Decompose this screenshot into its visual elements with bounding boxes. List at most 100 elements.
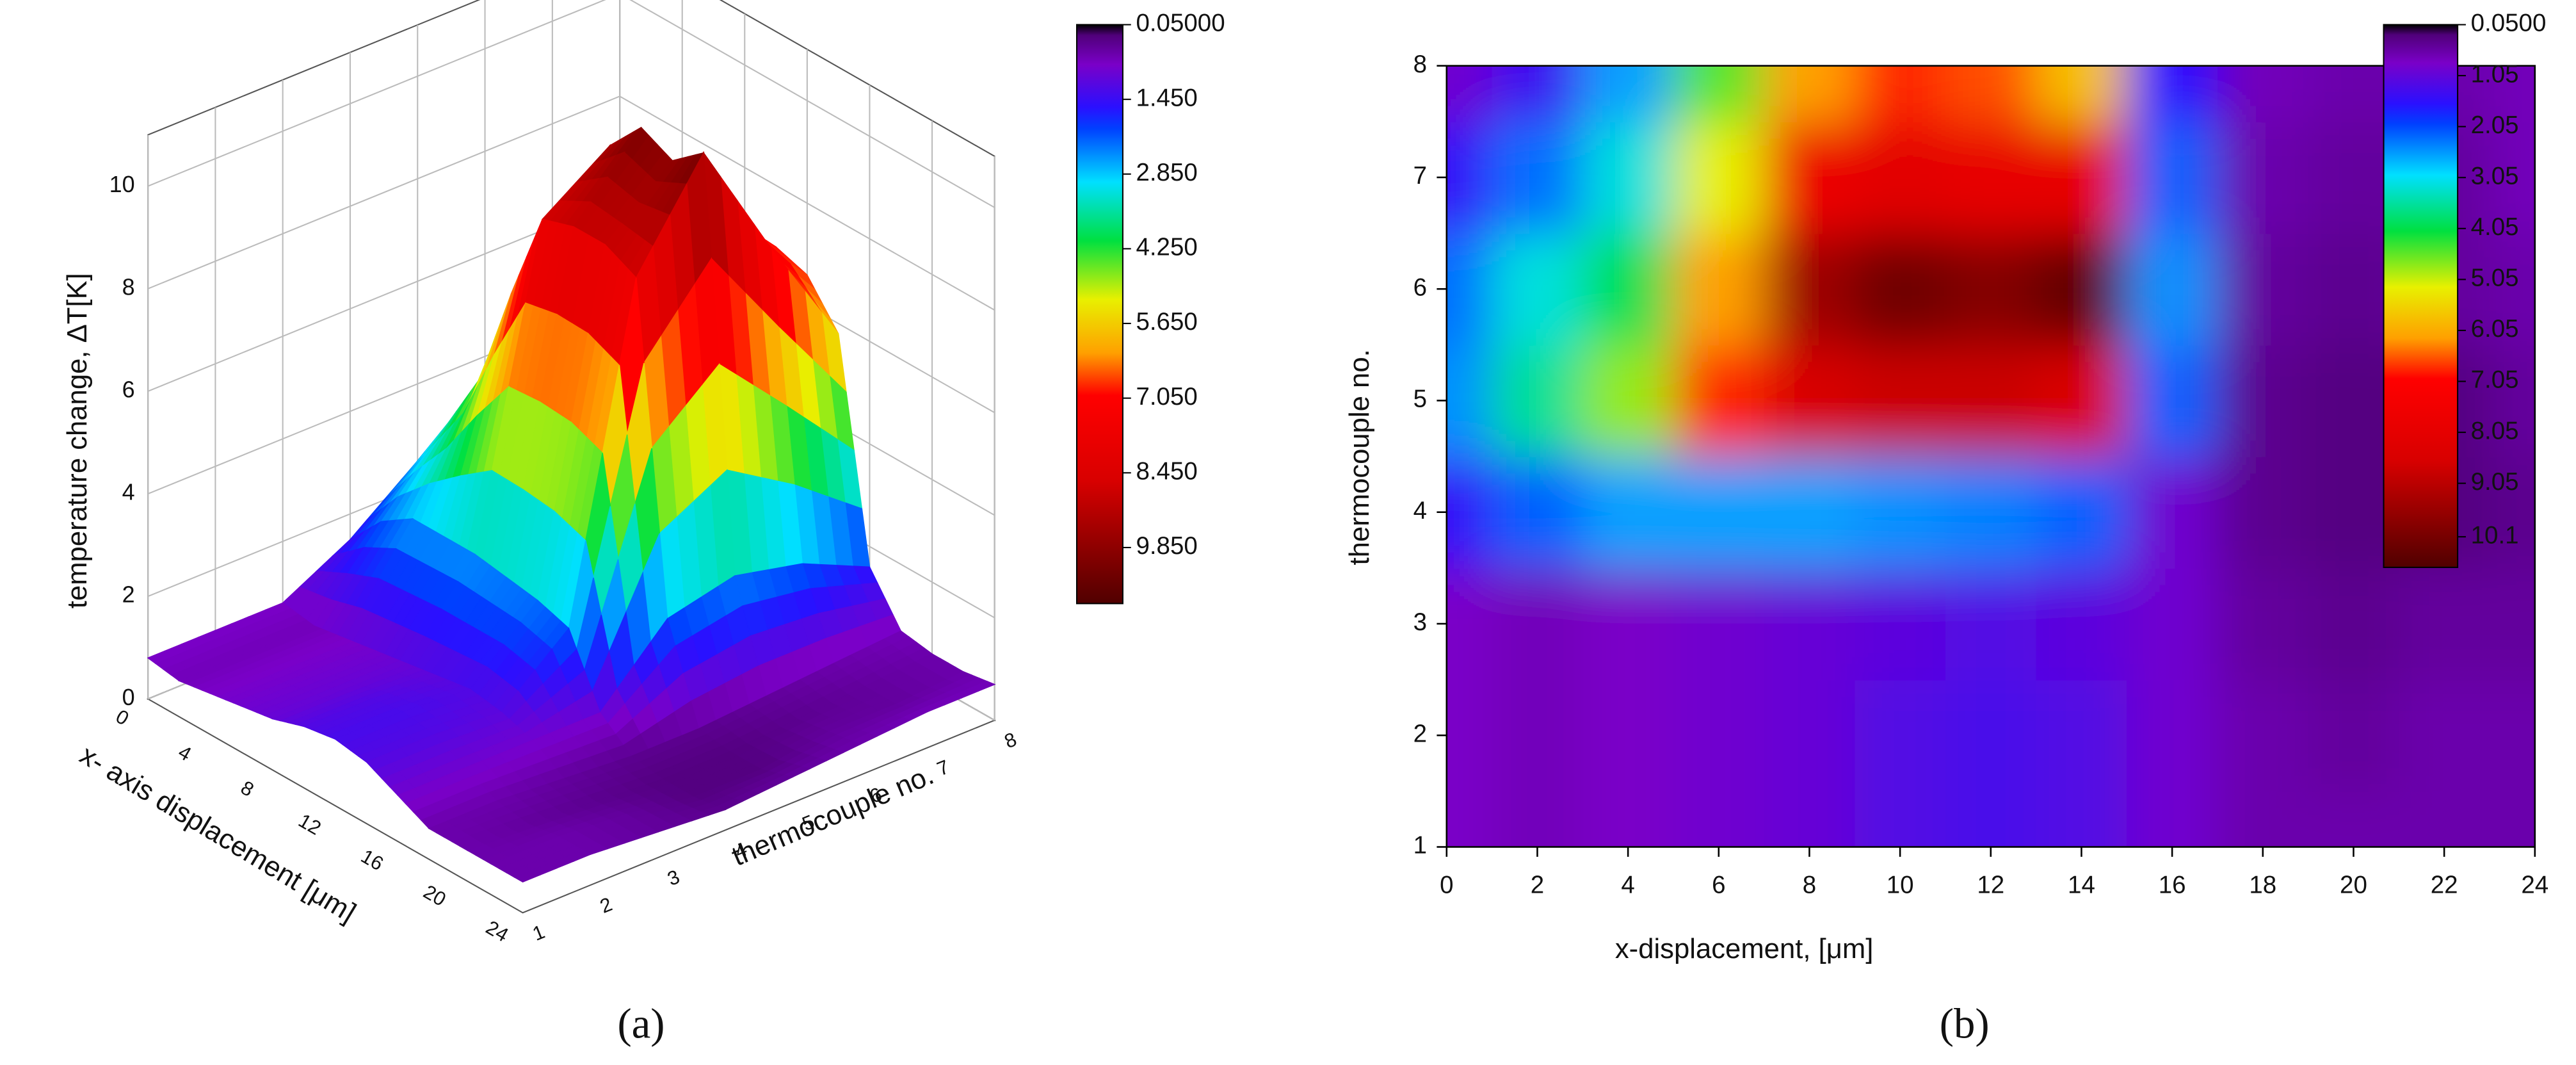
contour-cell xyxy=(1945,456,2037,569)
contour-cell xyxy=(1446,121,1493,234)
contour-cell xyxy=(1855,233,1947,346)
x-tick-label: 4 xyxy=(175,740,195,765)
x-tick-label: 14 xyxy=(2068,871,2095,898)
contour-cell xyxy=(2489,567,2535,681)
contour-cell xyxy=(1673,456,1765,569)
y-tick-label: 3 xyxy=(664,865,682,890)
contour-cell xyxy=(2217,791,2309,847)
contour-cell xyxy=(1582,679,1675,792)
contour-cell xyxy=(1855,567,1947,681)
z-tick-label: 8 xyxy=(122,273,135,300)
contour-cell xyxy=(1492,791,1584,847)
contour-cell xyxy=(1764,233,1856,346)
contour-cell xyxy=(1492,567,1584,681)
surface-facet xyxy=(513,870,541,883)
contour-cell xyxy=(1764,567,1856,681)
x-tick-label: 24 xyxy=(2521,871,2548,898)
contour-cell xyxy=(1446,679,1493,792)
contour-cell xyxy=(2308,679,2400,792)
y-tick-label: 2 xyxy=(1413,720,1427,747)
z-tick-label: 4 xyxy=(122,479,135,505)
contour-cell xyxy=(1582,456,1675,569)
contour-cell xyxy=(2127,679,2219,792)
y-tick-label: 8 xyxy=(1413,51,1427,78)
colorbar-label: 8.450 xyxy=(1136,457,1197,485)
contour-cell xyxy=(2036,679,2128,792)
colorbar-label: 4.250 xyxy=(1136,234,1197,261)
contour-cell xyxy=(1492,65,1584,123)
contour-cell xyxy=(1945,345,2037,457)
contour-cell xyxy=(2399,679,2491,792)
contour-cell xyxy=(1492,233,1584,346)
contour-cell xyxy=(2127,65,2219,123)
contour-cell xyxy=(2036,233,2128,346)
z-tick-label: 2 xyxy=(122,581,135,608)
contour-cell xyxy=(2127,233,2219,346)
y-tick-label: 3 xyxy=(1413,608,1427,636)
y-tick-label: 6 xyxy=(1413,273,1427,301)
contour-cell xyxy=(2127,567,2219,681)
contour-cell xyxy=(1582,233,1675,346)
contour-cell xyxy=(2489,456,2535,569)
colorbar-label: 1.450 xyxy=(1136,84,1197,111)
contour-cell xyxy=(1855,65,1947,123)
contour-cell xyxy=(1764,791,1856,847)
x-tick-label: 22 xyxy=(2431,871,2458,898)
contour-cell xyxy=(1855,345,1947,457)
contour-cell xyxy=(1582,121,1675,234)
y-tick-label: 7 xyxy=(1413,162,1427,190)
y-tick-label: 1 xyxy=(1413,832,1427,859)
contour-cell xyxy=(1446,345,1493,457)
contour-cell xyxy=(2489,791,2535,847)
contour-cell xyxy=(1945,121,2037,234)
contour-cell xyxy=(1446,233,1493,346)
x-tick-label: 12 xyxy=(294,809,325,839)
colorbar-label: 8.05 xyxy=(2471,417,2519,444)
caption: (b) xyxy=(1940,1000,1990,1047)
contour-cell xyxy=(1673,65,1765,123)
contour-cell xyxy=(1446,456,1493,569)
y-tick-label: 5 xyxy=(1413,386,1427,413)
y-tick-label: 7 xyxy=(934,755,953,780)
contour-cell xyxy=(1945,65,2037,123)
contour-cell xyxy=(2127,456,2219,569)
contour-cell xyxy=(2217,456,2309,569)
contour-cell xyxy=(1855,679,1947,792)
y-axis-title: thermocouple no. xyxy=(1344,349,1375,565)
colorbar-label: 2.05 xyxy=(2471,111,2519,139)
x-tick-label: 8 xyxy=(1803,871,1816,898)
contour-cell xyxy=(1492,456,1584,569)
contour-cell xyxy=(1582,791,1675,847)
contour-cell xyxy=(2217,567,2309,681)
colorbar-label: 5.05 xyxy=(2471,264,2519,292)
contour-cell xyxy=(2489,679,2535,792)
colorbar-label: 7.05 xyxy=(2471,366,2519,394)
contour-field xyxy=(1446,65,2535,847)
x-tick-label: 6 xyxy=(1712,871,1725,898)
contour-cell xyxy=(2127,345,2219,457)
contour-cell xyxy=(1945,567,2037,681)
colorbar-label: 0.05000 xyxy=(1136,10,1225,37)
contour-cell xyxy=(1492,679,1584,792)
contour-cell xyxy=(1855,456,1947,569)
contour-cell xyxy=(2399,567,2491,681)
colorbar-label: 7.050 xyxy=(1136,383,1197,411)
contour-cell xyxy=(2036,791,2128,847)
contour-plot xyxy=(1446,65,2535,847)
contour-cell xyxy=(2217,233,2309,346)
y-tick-label: 2 xyxy=(597,893,615,918)
z-tick-label: 0 xyxy=(122,684,135,710)
contour-cell xyxy=(1673,345,1765,457)
colorbar-label: 4.05 xyxy=(2471,213,2519,241)
contour-cell xyxy=(1673,121,1765,234)
z-axis-title: temperature change, ΔT[K] xyxy=(61,273,93,608)
y-tick-label: 8 xyxy=(1001,728,1020,753)
contour-cell xyxy=(1945,233,2037,346)
contour-cell xyxy=(2217,345,2309,457)
contour-cell xyxy=(2127,791,2219,847)
z-tick-label: 10 xyxy=(109,171,135,197)
contour-cell xyxy=(1764,65,1856,123)
x-tick-label: 16 xyxy=(357,845,387,875)
